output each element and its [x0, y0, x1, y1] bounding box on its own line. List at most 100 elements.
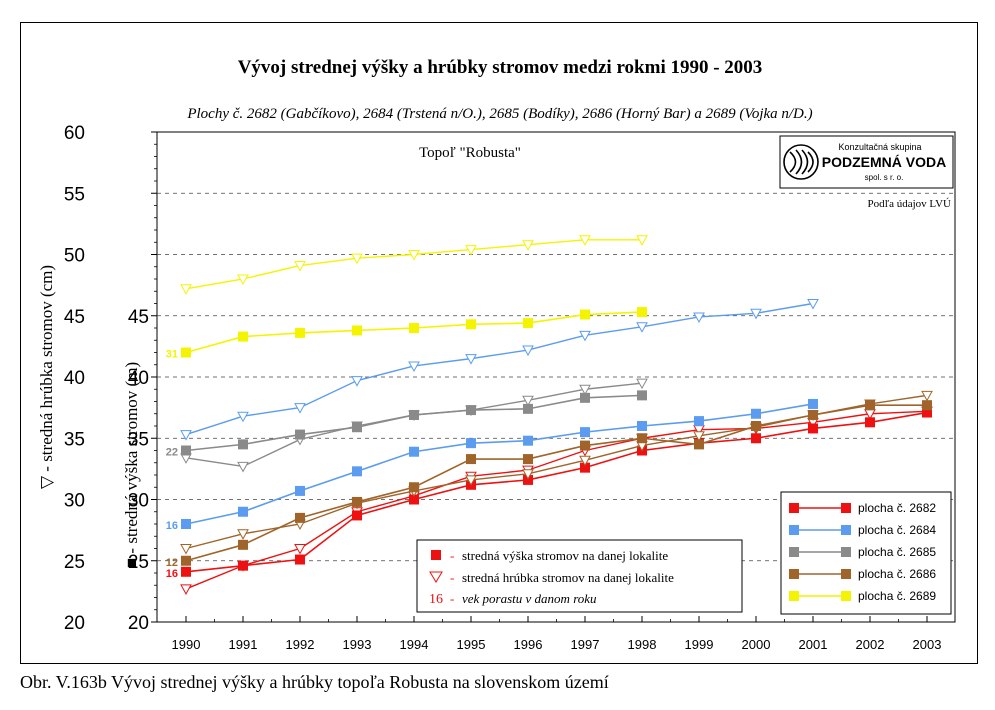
height-line [185, 411, 928, 573]
y-outer-tick-label: 45 [64, 307, 85, 328]
series [180, 235, 933, 595]
height-point [694, 416, 704, 427]
diameter-point [636, 235, 648, 246]
diameter-point [180, 584, 192, 595]
height-point [238, 506, 248, 517]
diameter-point [522, 469, 534, 480]
marker-legend-height-swatch [431, 550, 441, 560]
height-point [181, 347, 191, 358]
diameter-point [636, 378, 648, 390]
chart-subtitle: Plochy č. 2682 (Gabčíkovo), 2684 (Trsten… [186, 106, 812, 122]
marker-legend-height-sep: - [450, 548, 454, 563]
logo-mark-icon [783, 144, 819, 180]
height-point [352, 466, 362, 477]
x-tick-label: 2003 [913, 637, 942, 652]
height-point [466, 454, 476, 465]
chart-title: Vývoj strednej výšky a hrúbky stromov me… [238, 57, 763, 78]
legend-marker [841, 591, 851, 601]
height-point [580, 392, 590, 403]
diameter-point [750, 308, 762, 320]
age-labels: 16 16 22 12 31 [166, 349, 178, 580]
height-point [352, 496, 362, 507]
y-outer-tick-label: 50 [64, 246, 85, 267]
marker-legend-box [416, 539, 743, 613]
height-point [637, 433, 647, 444]
figure-caption: Obr. V.163b Vývoj strednej výšky a hrúbk… [20, 672, 609, 692]
plot-label: Topoľ "Robusta" [419, 145, 521, 161]
height-point [352, 422, 362, 433]
diameter-point [579, 330, 591, 342]
diameter-point [522, 240, 534, 251]
legend-marker [841, 547, 851, 557]
x-tick-label: 1993 [343, 637, 372, 652]
logo-box [779, 135, 954, 189]
height-point [580, 309, 590, 320]
height-point [751, 433, 761, 444]
height-point [922, 400, 932, 411]
logo-line3: spol. s r. o. [865, 173, 904, 182]
diameter-line [185, 302, 814, 436]
y-inner-tick-label: 25 [128, 552, 149, 573]
height-point [865, 400, 875, 411]
y-outer-tick-label: 20 [64, 613, 85, 634]
diameter-point [351, 376, 363, 387]
y-label-inner-text: ■ - stredná výška stromov (m) [122, 362, 141, 568]
marker-legend: - stredná výška stromov na danej lokalit… [416, 539, 743, 613]
age-label: 22 [166, 447, 178, 459]
height-point [808, 398, 818, 409]
diameter-point [180, 430, 192, 441]
height-line [185, 404, 927, 562]
y-outer-tick-label: 60 [64, 123, 85, 144]
y-inner-tick-label: 30 [128, 491, 149, 512]
height-point [751, 421, 761, 431]
diameter-point [579, 384, 591, 396]
logo-line1: Konzultačná skupina [838, 142, 921, 152]
diameter-point [579, 455, 591, 467]
x-tick-label: 1997 [571, 637, 600, 652]
diameter-point [522, 345, 534, 357]
height-point [181, 445, 191, 456]
diameter-point [237, 411, 249, 423]
x-tick-label: 1994 [400, 637, 429, 652]
height-point [523, 474, 533, 485]
height-point [922, 407, 932, 418]
height-point [352, 325, 362, 336]
legend-marker [841, 569, 851, 579]
height-point [409, 482, 419, 493]
height-point [409, 409, 419, 420]
height-point [238, 539, 248, 550]
diameter-point [921, 390, 933, 402]
x-tick-label: 1995 [457, 637, 486, 652]
diameter-point [522, 395, 534, 407]
height-point [409, 323, 419, 333]
diameter-point [294, 261, 306, 272]
height-point [637, 307, 647, 318]
y-inner-tick-label: 20 [128, 613, 149, 634]
x-tick-label: 1999 [685, 637, 714, 652]
x-tick-label: 2001 [799, 637, 828, 652]
x-tick-label: 1998 [628, 637, 657, 652]
legend-marker [789, 547, 799, 557]
legend-marker [789, 591, 799, 601]
height-point [409, 494, 419, 505]
x-tick-label: 2002 [856, 637, 885, 652]
height-point [466, 438, 476, 449]
x-tick-label: 1996 [514, 637, 543, 652]
y-inner-tick-label: 40 [128, 368, 149, 389]
height-point [637, 390, 647, 401]
logo-line2: PODZEMNÁ VODA [822, 154, 946, 170]
height-point [295, 512, 305, 523]
age-label: 31 [166, 349, 178, 361]
source-note: Podľa údajov LVÚ [867, 198, 951, 210]
y-outer-tick-label: 25 [64, 552, 85, 573]
diameter-point [579, 235, 591, 246]
y-label-outer-text: ▽ - stredná hrúbka stromov (cm) [37, 265, 56, 489]
diameter-point [693, 312, 705, 324]
chart-frame [20, 22, 978, 664]
diameter-point [351, 253, 363, 265]
series-legend: plocha č. 2682 plocha č. 2684 plocha č. 26… [780, 491, 952, 615]
legend-label: plocha č. 2682 [858, 501, 936, 515]
height-point [181, 519, 191, 529]
diameter-line [185, 410, 928, 590]
marker-legend-age-sample: 16 [429, 592, 443, 607]
